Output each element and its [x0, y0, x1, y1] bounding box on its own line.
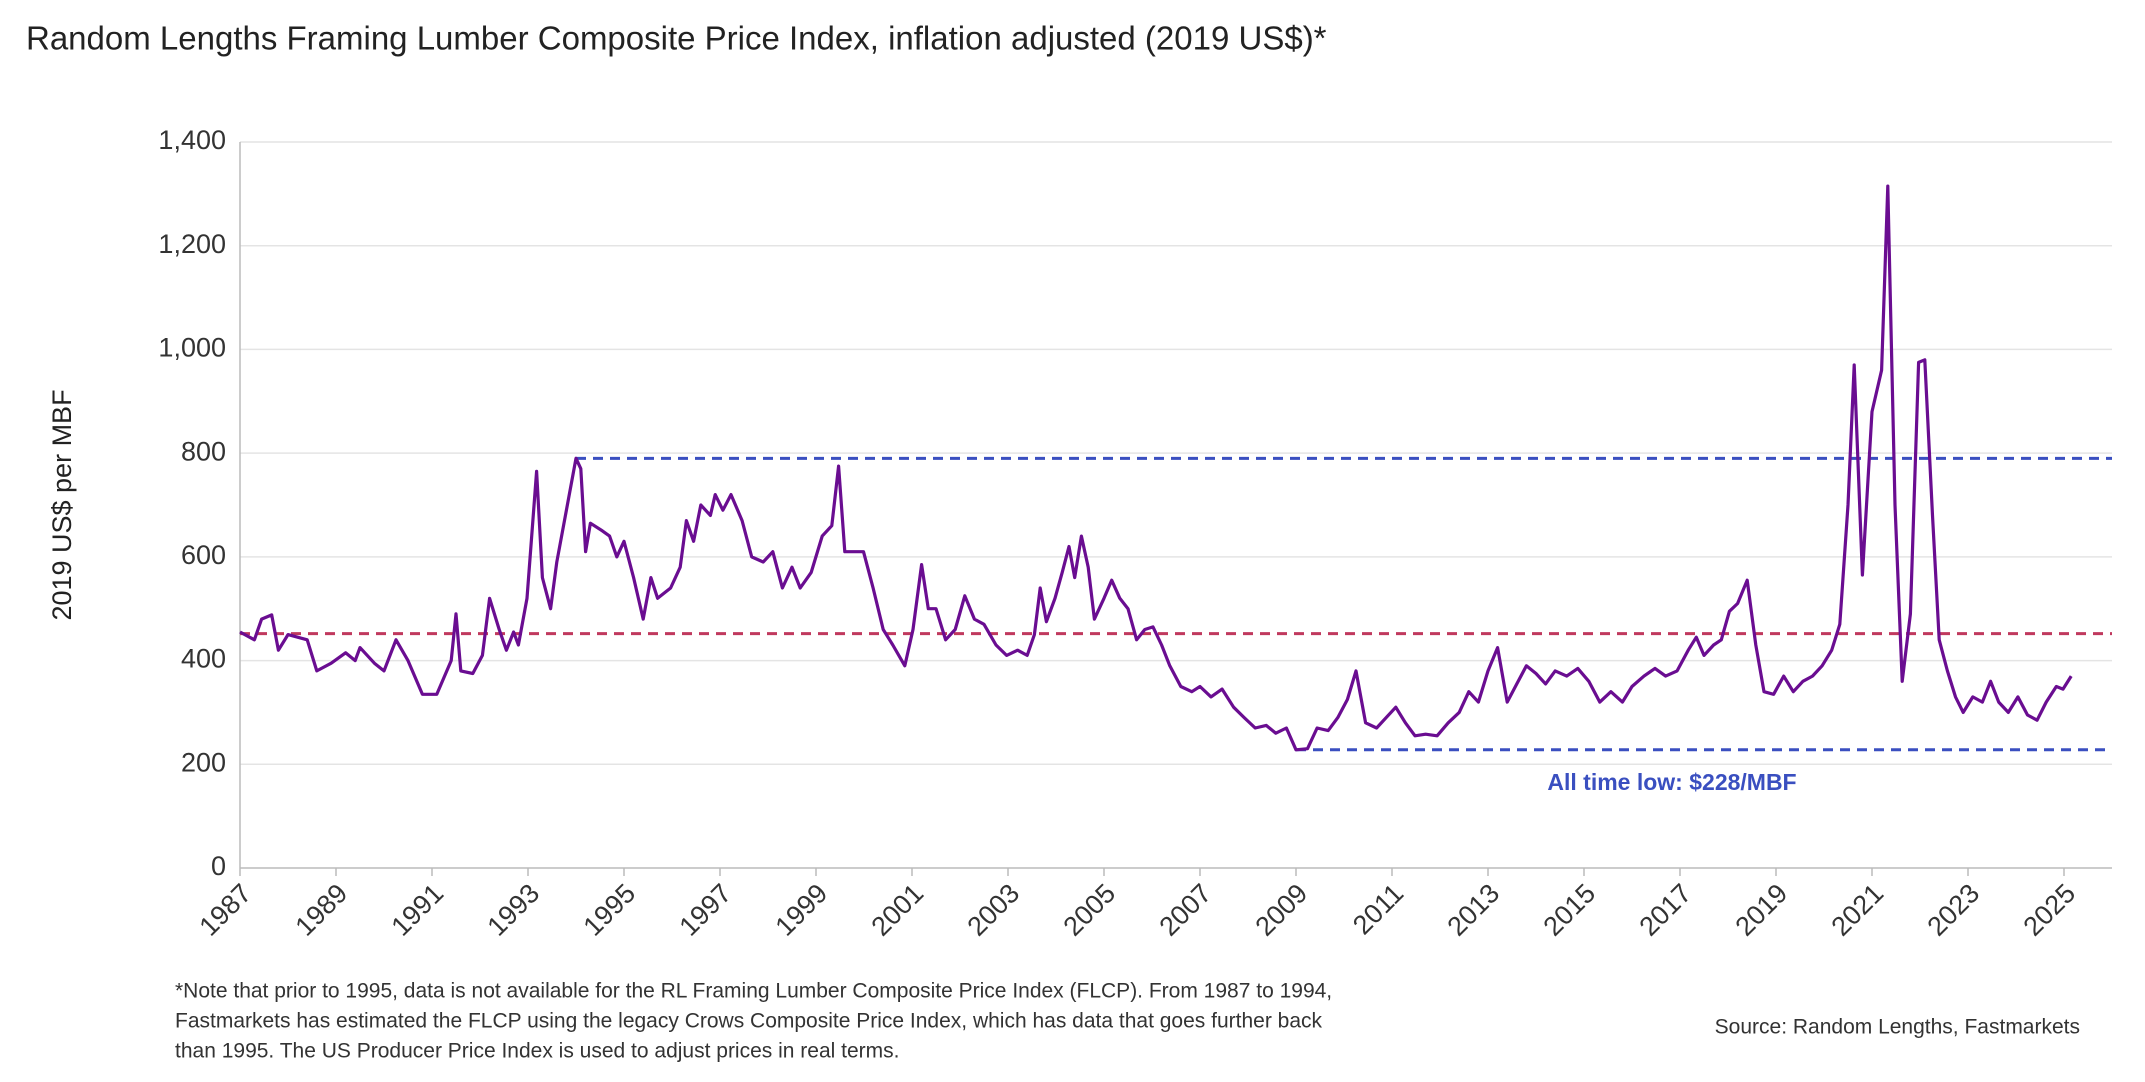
- note-line: Fastmarkets has estimated the FLCP using…: [175, 1010, 1323, 1033]
- y-tick-label: 1,200: [158, 229, 226, 259]
- y-tick-label: 200: [181, 747, 226, 777]
- x-tick-label: 2017: [1634, 878, 1698, 942]
- x-tick-label: 1993: [482, 878, 546, 942]
- x-tick-label: 2023: [1922, 878, 1986, 942]
- y-tick-label: 1,000: [158, 333, 226, 363]
- x-tick-label: 1987: [194, 878, 258, 942]
- x-tick-label: 2009: [1250, 878, 1314, 942]
- x-tick-label: 2015: [1538, 878, 1602, 942]
- x-tick-label: 2003: [962, 878, 1026, 942]
- x-tick-label: 1991: [386, 878, 450, 942]
- source: Source: Random Lengths, Fastmarkets: [1715, 1016, 2080, 1039]
- note-line: than 1995. The US Producer Price Index i…: [175, 1040, 899, 1063]
- x-tick-label: 2005: [1058, 878, 1122, 942]
- y-tick-label: 400: [181, 644, 226, 674]
- note-line: *Note that prior to 1995, data is not av…: [175, 980, 1332, 1003]
- x-tick-label: 1989: [290, 878, 354, 942]
- x-tick-label: 1995: [578, 878, 642, 942]
- y-tick-label: 0: [211, 851, 226, 881]
- y-tick-label: 800: [181, 436, 226, 466]
- x-tick-label: 2019: [1730, 878, 1794, 942]
- annotation: All time low: $228/MBF: [1547, 769, 1796, 795]
- y-tick-label: 600: [181, 540, 226, 570]
- x-tick-label: 2025: [2018, 878, 2082, 942]
- x-tick-label: 2001: [866, 878, 930, 942]
- x-tick-label: 2011: [1347, 878, 1409, 940]
- x-tick-label: 1999: [770, 878, 834, 942]
- chart-title: Random Lengths Framing Lumber Composite …: [26, 20, 1327, 57]
- x-tick-label: 2007: [1154, 878, 1218, 942]
- y-axis-label: 2019 US$ per MBF: [47, 389, 77, 620]
- y-tick-label: 1,400: [158, 125, 226, 155]
- price-line: [239, 184, 2073, 752]
- x-tick-label: 2013: [1442, 878, 1506, 942]
- x-tick-label: 1997: [674, 878, 738, 942]
- x-tick-label: 2021: [1826, 878, 1890, 942]
